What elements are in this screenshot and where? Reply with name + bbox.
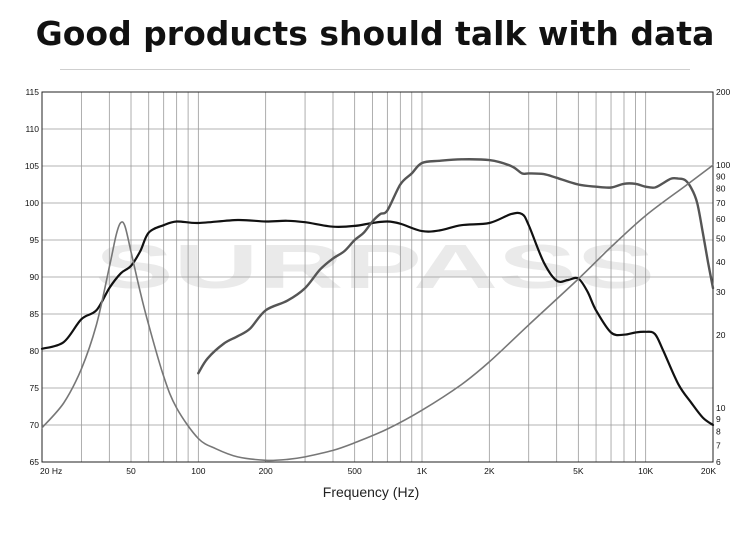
y-tick-label: 65 — [30, 457, 40, 467]
y2-tick-label: 80 — [716, 184, 726, 194]
x-tick-label: 1K — [417, 466, 428, 476]
x-tick-label: 500 — [348, 466, 362, 476]
y2-tick-label: 60 — [716, 214, 726, 224]
response-curve-left-axis-1 — [40, 211, 715, 427]
y2-tick-label: 200 — [716, 87, 730, 97]
y-tick-label: 95 — [30, 235, 40, 245]
y2-tick-label: 20 — [716, 330, 726, 340]
x-tick-label: 2K — [484, 466, 495, 476]
y2-tick-label: 100 — [716, 160, 730, 170]
y2-tick-label: 7 — [716, 441, 721, 451]
page-title: Good products should talk with data — [35, 14, 715, 53]
response-curve-right-axis — [41, 164, 714, 462]
y-tick-label: 100 — [25, 198, 39, 208]
y-tick-label: 85 — [30, 309, 40, 319]
y2-tick-label: 90 — [716, 171, 726, 181]
title-divider — [60, 69, 690, 70]
y2-tick-label: 9 — [716, 414, 721, 424]
y2-tick-label: 40 — [716, 257, 726, 267]
y-axis-ticks: 65 70 75 80 85 90 95 100 105 110 115 — [25, 87, 39, 467]
response-curve-left-axis-2 — [197, 158, 715, 375]
x-axis-ticks: 20 Hz 50 100 200 500 1K 2K 5K 10K 20K — [40, 466, 716, 476]
plot-border — [41, 91, 714, 463]
x-tick-label: 10K — [638, 466, 653, 476]
y2-tick-label: 50 — [716, 233, 726, 243]
y-tick-label: 115 — [25, 87, 39, 97]
watermark: SURPASS — [95, 233, 655, 302]
x-tick-label: 5K — [573, 466, 584, 476]
x-tick-label: 100 — [191, 466, 205, 476]
y-tick-label: 90 — [30, 272, 40, 282]
chart-grid — [41, 91, 714, 463]
y2-tick-label: 30 — [716, 287, 726, 297]
x-tick-label: 200 — [259, 466, 273, 476]
y2-tick-label: 10 — [716, 403, 726, 413]
x-tick-label: 20 Hz — [40, 466, 62, 476]
x-tick-label: 20K — [701, 466, 716, 476]
curves — [40, 158, 715, 462]
y2-tick-label: 8 — [716, 427, 721, 437]
y-tick-label: 80 — [30, 346, 40, 356]
y-tick-label: 75 — [30, 383, 40, 393]
y2-tick-label: 6 — [716, 457, 721, 467]
y-tick-label: 70 — [30, 420, 40, 430]
y-tick-label: 105 — [25, 161, 39, 171]
y-tick-label: 110 — [25, 124, 39, 134]
y2-tick-label: 70 — [716, 198, 726, 208]
x-axis-label: Frequency (Hz) — [323, 484, 419, 500]
x-tick-label: 50 — [126, 466, 136, 476]
